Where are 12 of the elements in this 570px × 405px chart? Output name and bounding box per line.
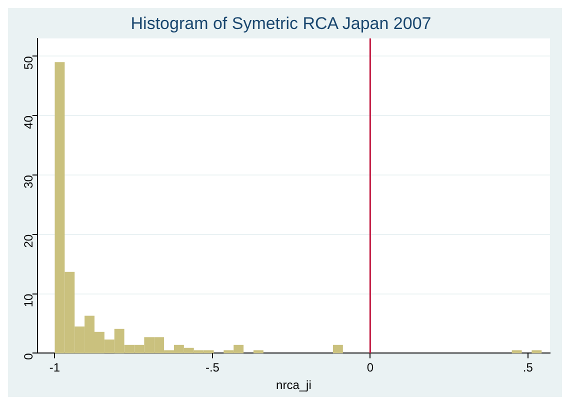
y-tick-label: 0 xyxy=(22,352,36,360)
y-tick-label: 40 xyxy=(22,115,36,129)
y-tick-label: 50 xyxy=(22,56,36,70)
y-tick-label: 10 xyxy=(22,293,36,308)
x-tick-label: -.5 xyxy=(205,360,220,375)
y-tick-label: 30 xyxy=(22,174,36,188)
chart-title: Histogram of Symetric RCA Japan 2007 xyxy=(130,14,432,33)
x-tick-label: 0 xyxy=(366,360,374,375)
y-tick-label: 20 xyxy=(22,234,36,248)
x-axis-title: nrca_ji xyxy=(276,378,312,392)
x-tick-label: -1 xyxy=(49,360,60,375)
x-tick-label: .5 xyxy=(522,360,534,375)
